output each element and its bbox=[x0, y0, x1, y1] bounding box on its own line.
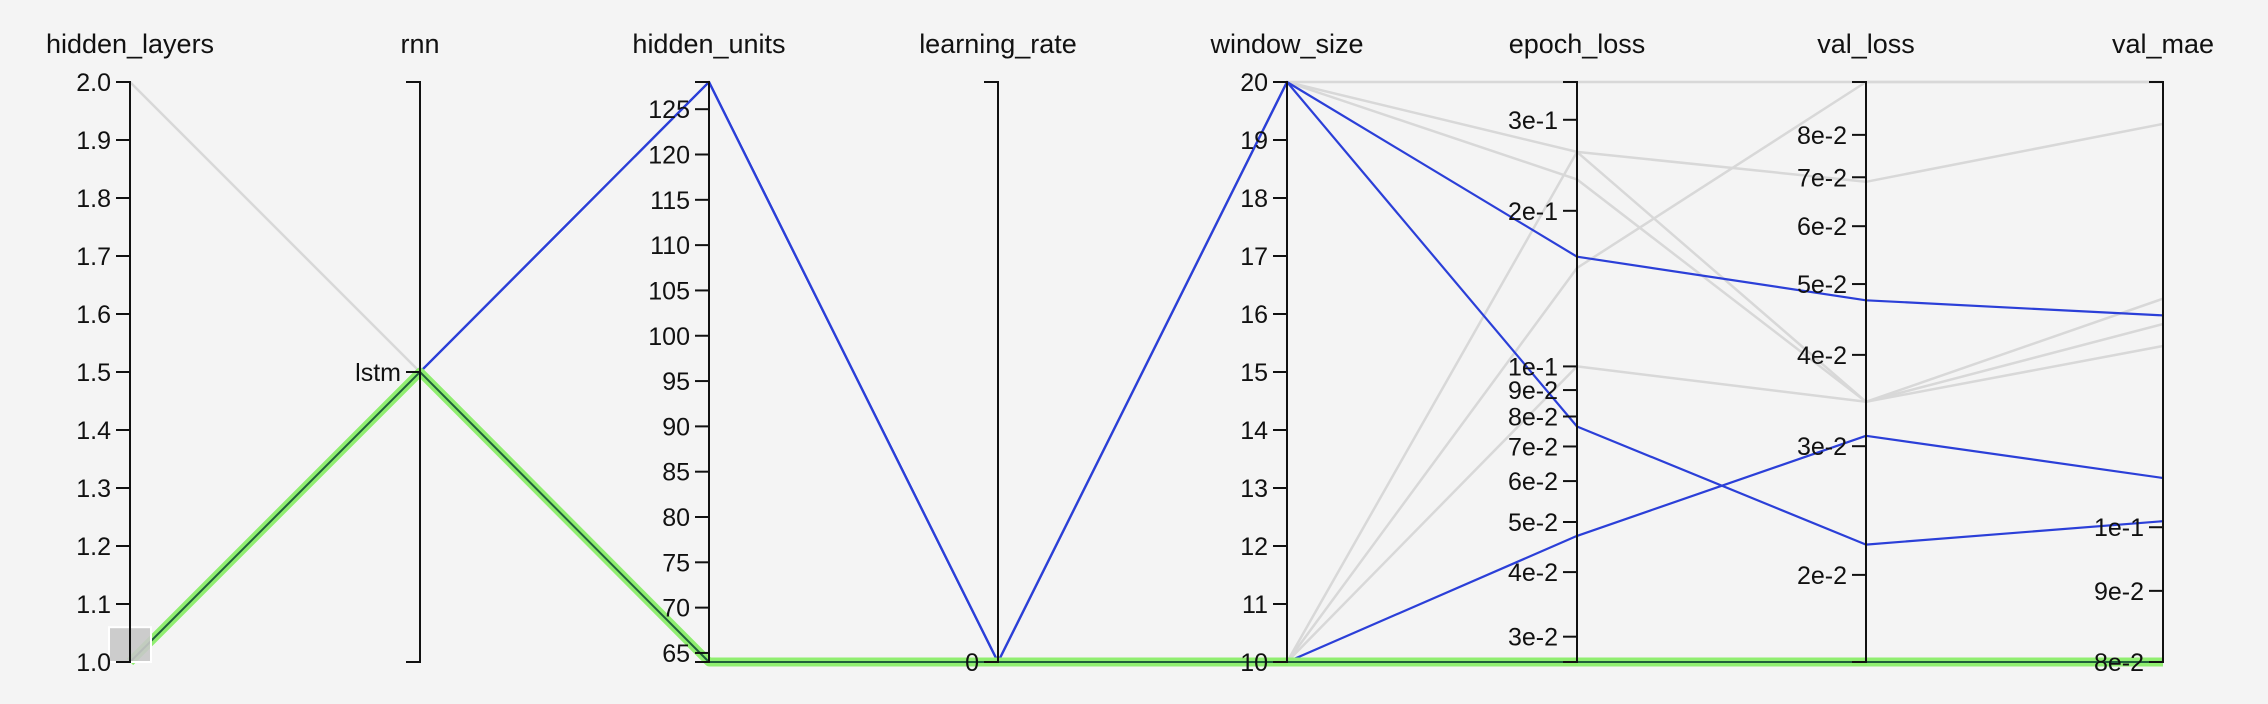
tick-label-hidden_layers-2: 1.2 bbox=[76, 533, 111, 561]
axis-line-hidden_units bbox=[695, 81, 710, 663]
axis-val_loss[interactable]: val_loss 2e-2 3e-2 4e-2 5e-2 6e-2 7e-2 8e-2 bbox=[1797, 29, 1915, 663]
tick-label-epoch_loss-1: 4e-2 bbox=[1508, 559, 1558, 587]
axis-title-epoch_loss[interactable]: epoch_loss bbox=[1509, 29, 1646, 59]
axis-title-learning_rate[interactable]: learning_rate bbox=[919, 29, 1077, 59]
axis-line-learning_rate bbox=[984, 81, 999, 663]
tick-label-window_size-7: 17 bbox=[1240, 243, 1268, 271]
tick-label-epoch_loss-9: 3e-1 bbox=[1508, 107, 1558, 135]
axis-title-hidden_layers[interactable]: hidden_layers bbox=[46, 29, 214, 59]
context-line-6 bbox=[129, 322, 2164, 664]
tick-label-hidden_units-0: 65 bbox=[662, 640, 690, 668]
tick-label-epoch_loss-7: 1e-1 bbox=[1508, 353, 1558, 381]
tick-label-val_loss-0: 2e-2 bbox=[1797, 562, 1847, 590]
tick-label-hidden_layers-3: 1.3 bbox=[76, 475, 111, 503]
axis-title-val_mae[interactable]: val_mae bbox=[2112, 29, 2214, 59]
tick-label-window_size-10: 20 bbox=[1240, 69, 1268, 97]
tick-label-window_size-3: 13 bbox=[1240, 475, 1268, 503]
tick-label-window_size-4: 14 bbox=[1240, 417, 1268, 445]
tick-label-val_mae-0: 8e-2 bbox=[2094, 649, 2144, 677]
axis-title-val_loss[interactable]: val_loss bbox=[1817, 29, 1915, 59]
tick-label-epoch_loss-4: 7e-2 bbox=[1508, 433, 1558, 461]
tick-label-epoch_loss-5: 8e-2 bbox=[1508, 403, 1558, 431]
tick-label-window_size-8: 18 bbox=[1240, 185, 1268, 213]
tick-label-learning_rate-0: 0 bbox=[965, 649, 979, 677]
tick-label-epoch_loss-2: 5e-2 bbox=[1508, 509, 1558, 537]
tick-label-epoch_loss-6: 9e-2 bbox=[1508, 377, 1558, 405]
tick-label-hidden_units-9: 110 bbox=[650, 232, 690, 260]
selected-line-10 bbox=[126, 367, 2163, 667]
axis-title-hidden_units[interactable]: hidden_units bbox=[632, 29, 785, 59]
tick-label-hidden_layers-8: 1.8 bbox=[76, 185, 111, 213]
axis-hidden_layers[interactable]: hidden_layers 1.0 1.1 1.2 1.3 1.4 1.5 1.6 1.7 1.8… bbox=[46, 29, 214, 677]
axis-window_size[interactable]: window_size 10 11 12 13 14 15 16 17 18 19 20 bbox=[1209, 29, 1363, 677]
tick-label-epoch_loss-0: 3e-2 bbox=[1508, 624, 1558, 652]
tick-label-hidden_units-7: 100 bbox=[648, 323, 690, 351]
tick-label-val_loss-2: 4e-2 bbox=[1797, 342, 1847, 370]
tick-label-window_size-6: 16 bbox=[1240, 301, 1268, 329]
tick-label-hidden_units-1: 70 bbox=[662, 595, 690, 623]
tick-label-hidden_layers-6: 1.6 bbox=[76, 301, 111, 329]
tick-label-hidden_layers-4: 1.4 bbox=[76, 417, 111, 445]
tick-label-window_size-1: 11 bbox=[1242, 591, 1268, 619]
axis-line-epoch_loss bbox=[1563, 81, 1578, 663]
tick-label-hidden_units-10: 115 bbox=[650, 187, 690, 215]
tick-label-hidden_layers-7: 1.7 bbox=[76, 243, 111, 271]
tick-label-hidden_layers-10: 2.0 bbox=[76, 69, 111, 97]
tick-label-window_size-9: 19 bbox=[1240, 127, 1268, 155]
axis-line-val_loss bbox=[1852, 81, 1867, 663]
axis-title-rnn[interactable]: rnn bbox=[400, 29, 439, 59]
tick-label-hidden_units-4: 85 bbox=[662, 459, 690, 487]
tick-label-hidden_layers-5: 1.5 bbox=[76, 359, 111, 387]
tick-label-hidden_units-5: 90 bbox=[662, 413, 690, 441]
axis-hidden_units[interactable]: hidden_units 65 70 75 80 85 90 95 100 105 110 115 12… bbox=[632, 29, 785, 668]
tick-label-hidden_units-3: 80 bbox=[662, 504, 690, 532]
tick-label-val_mae-1: 9e-2 bbox=[2094, 578, 2144, 606]
axis-val_mae[interactable]: val_mae 8e-2 9e-2 1e-1 bbox=[2094, 29, 2214, 677]
tick-label-window_size-5: 15 bbox=[1240, 359, 1268, 387]
tick-label-val_loss-6: 8e-2 bbox=[1797, 122, 1847, 150]
tick-label-window_size-2: 12 bbox=[1240, 533, 1268, 561]
tick-label-hidden_units-11: 120 bbox=[648, 142, 690, 170]
tick-label-val_mae-2: 1e-1 bbox=[2094, 514, 2144, 542]
tick-label-rnn-0: lstm bbox=[355, 359, 401, 387]
tick-label-epoch_loss-3: 6e-2 bbox=[1508, 468, 1558, 496]
tick-label-hidden_layers-9: 1.9 bbox=[76, 127, 111, 155]
axes: hidden_layers 1.0 1.1 1.2 1.3 1.4 1.5 1.6 1.7 1.8… bbox=[46, 29, 2214, 677]
tick-label-window_size-0: 10 bbox=[1240, 649, 1268, 677]
selected-line-core-10 bbox=[129, 371, 2163, 663]
tick-label-hidden_units-2: 75 bbox=[662, 549, 690, 577]
tick-label-val_loss-4: 6e-2 bbox=[1797, 213, 1847, 241]
axis-epoch_loss[interactable]: epoch_loss 3e-2 4e-2 5e-2 6e-2 7e-28e-29e-21e… bbox=[1508, 29, 1646, 663]
tick-label-hidden_units-6: 95 bbox=[662, 368, 690, 396]
tick-label-epoch_loss-8: 2e-1 bbox=[1508, 198, 1558, 226]
axis-title-window_size[interactable]: window_size bbox=[1209, 29, 1363, 59]
tick-label-hidden_layers-1: 1.1 bbox=[76, 591, 111, 619]
axis-learning_rate[interactable]: learning_rate 0 bbox=[919, 29, 1077, 677]
tick-label-val_loss-1: 3e-2 bbox=[1797, 433, 1847, 461]
tick-label-val_loss-3: 5e-2 bbox=[1797, 271, 1847, 299]
axis-line-val_mae bbox=[2149, 81, 2164, 663]
tick-label-val_loss-5: 7e-2 bbox=[1797, 164, 1847, 192]
tick-label-hidden_units-8: 105 bbox=[648, 277, 690, 305]
axis-rnn[interactable]: rnn lstm bbox=[355, 29, 440, 663]
tick-label-hidden_units-12: 125 bbox=[648, 96, 690, 124]
tick-label-hidden_layers-0: 1.0 bbox=[76, 649, 111, 677]
data-lines bbox=[126, 80, 2164, 667]
